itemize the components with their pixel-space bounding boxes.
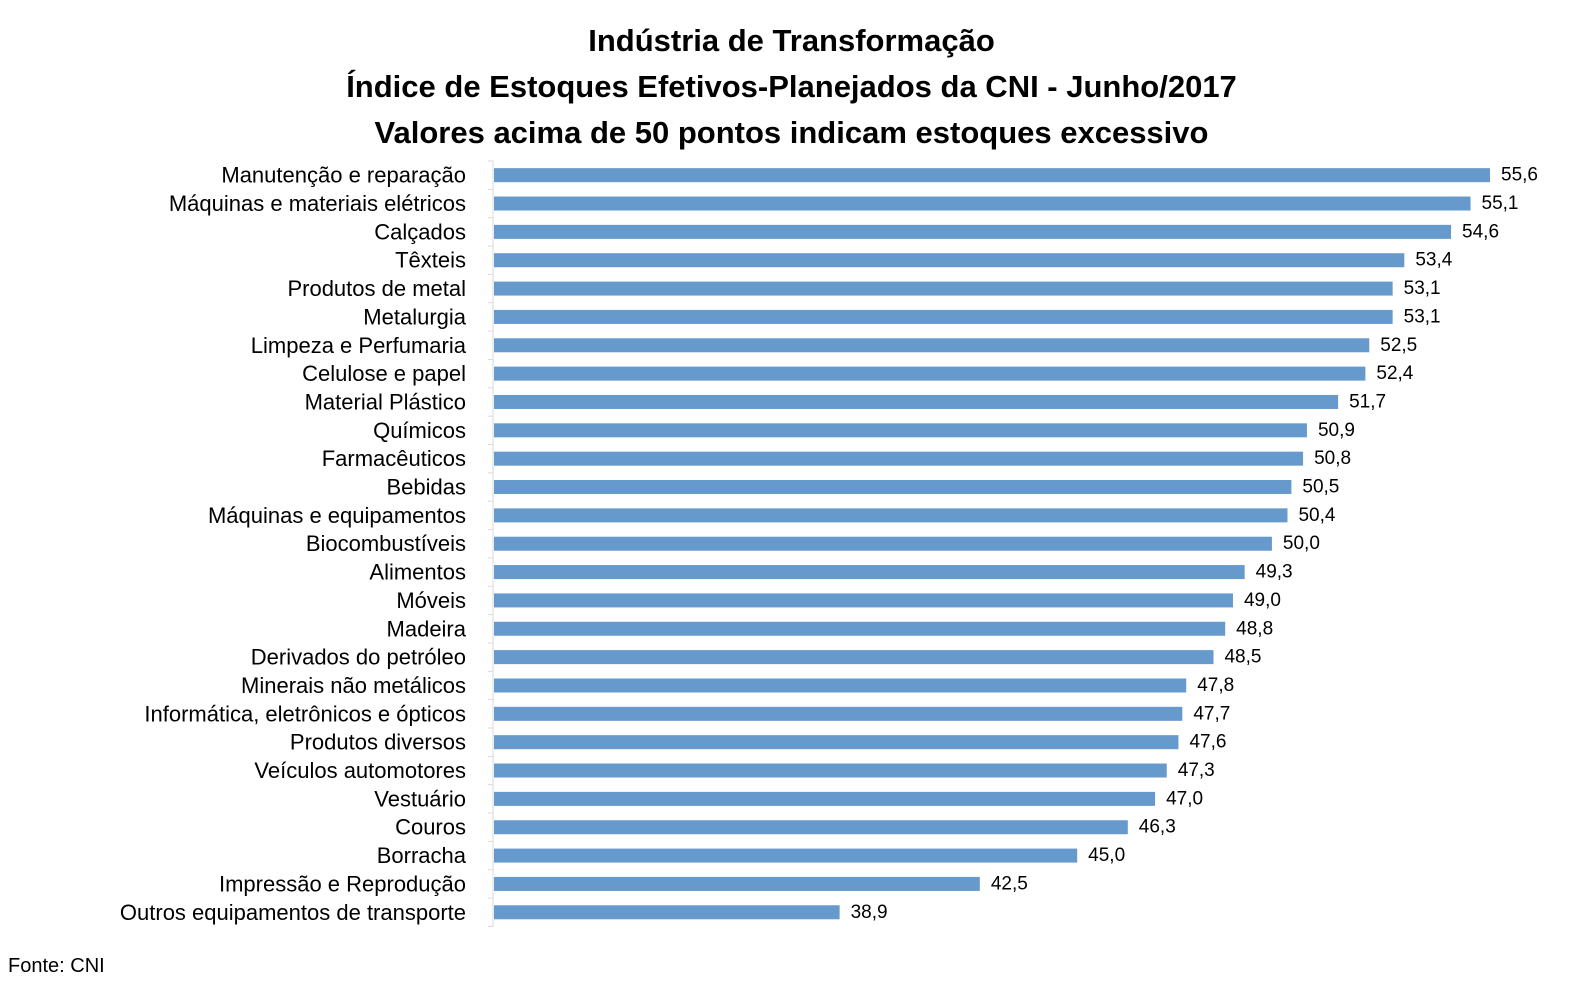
data-label: 50,8 — [1314, 448, 1351, 469]
data-label: 50,9 — [1318, 420, 1355, 441]
bar — [494, 366, 1366, 381]
data-label: 50,4 — [1298, 505, 1335, 526]
bar — [494, 905, 840, 920]
bar — [494, 565, 1245, 580]
bar — [494, 281, 1393, 296]
bar — [494, 253, 1405, 268]
data-label: 50,0 — [1283, 533, 1320, 554]
chart-title-line-2: Índice de Estoques Efetivos-Planejados d… — [346, 69, 1237, 104]
category-label: Limpeza e Perfumaria — [251, 333, 467, 358]
bar — [494, 763, 1167, 778]
bar — [494, 196, 1471, 211]
bar — [494, 706, 1183, 721]
category-label: Biocombustíveis — [306, 531, 466, 556]
category-label: Químicos — [373, 418, 466, 443]
bar — [494, 168, 1490, 183]
data-label: 47,8 — [1197, 675, 1234, 696]
data-label: 47,0 — [1166, 788, 1203, 809]
category-label: Material Plástico — [305, 389, 466, 414]
category-label: Produtos de metal — [287, 276, 466, 301]
category-label: Derivados do petróleo — [251, 645, 466, 670]
category-label: Máquinas e materiais elétricos — [169, 191, 466, 216]
data-label: 50,5 — [1302, 477, 1339, 498]
data-label: 47,6 — [1189, 732, 1226, 753]
bar — [494, 224, 1452, 239]
data-label: 48,8 — [1236, 618, 1273, 639]
category-label: Madeira — [387, 616, 467, 641]
data-label: 38,9 — [851, 902, 888, 923]
category-label: Celulose e papel — [302, 361, 466, 386]
data-label: 52,4 — [1376, 363, 1413, 384]
data-label: 49,3 — [1256, 562, 1293, 583]
data-label: 48,5 — [1224, 647, 1261, 668]
data-label: 55,6 — [1501, 165, 1538, 186]
bar — [494, 394, 1339, 409]
bar — [494, 309, 1393, 324]
data-label: 55,1 — [1482, 193, 1519, 214]
data-label: 46,3 — [1139, 817, 1176, 838]
bar — [494, 593, 1233, 608]
chart-title-line-1: Indústria de Transformação — [588, 23, 995, 58]
bar — [494, 876, 980, 891]
data-label: 52,5 — [1380, 335, 1417, 356]
category-label: Máquinas e equipamentos — [208, 503, 466, 528]
data-label: 53,1 — [1404, 306, 1441, 327]
bar — [494, 848, 1078, 863]
bar — [494, 423, 1307, 438]
data-label: 45,0 — [1088, 845, 1125, 866]
category-label: Outros equipamentos de transporte — [120, 900, 466, 925]
data-label: 47,7 — [1193, 703, 1230, 724]
category-label: Móveis — [396, 588, 466, 613]
category-label: Couros — [395, 815, 466, 840]
bar — [494, 338, 1370, 353]
category-label: Borracha — [377, 843, 467, 868]
data-label: 53,4 — [1415, 250, 1452, 271]
bar — [494, 508, 1288, 523]
category-label: Farmacêuticos — [322, 446, 466, 471]
data-label: 53,1 — [1404, 278, 1441, 299]
chart-title: Indústria de Transformação Índice de Est… — [0, 18, 1583, 156]
category-label: Veículos automotores — [254, 758, 466, 783]
category-label: Calçados — [374, 219, 466, 244]
data-label: 54,6 — [1462, 221, 1499, 242]
category-label: Minerais não metálicos — [241, 673, 466, 698]
category-label: Produtos diversos — [290, 730, 466, 755]
bar — [494, 791, 1156, 806]
chart-title-line-3: Valores acima de 50 pontos indicam estoq… — [374, 115, 1209, 150]
category-label: Impressão e Reprodução — [219, 871, 466, 896]
category-label: Informática, eletrônicos e ópticos — [144, 701, 466, 726]
bar — [494, 480, 1292, 495]
bar — [494, 536, 1272, 551]
category-label: Bebidas — [386, 475, 466, 500]
bar — [494, 650, 1214, 665]
data-label: 42,5 — [991, 873, 1028, 894]
data-label: 47,3 — [1178, 760, 1215, 781]
category-label: Manutenção e reparação — [221, 163, 466, 188]
bar — [494, 678, 1187, 693]
category-label: Têxteis — [395, 248, 466, 273]
source-note: Fonte: CNI — [8, 955, 105, 977]
category-label: Alimentos — [369, 560, 466, 585]
bar — [494, 621, 1226, 636]
data-label: 51,7 — [1349, 391, 1386, 412]
bar — [494, 820, 1128, 835]
bar — [494, 451, 1304, 466]
data-label: 49,0 — [1244, 590, 1281, 611]
category-label: Metalurgia — [363, 304, 466, 329]
bar — [494, 735, 1179, 750]
category-label: Vestuário — [374, 786, 466, 811]
